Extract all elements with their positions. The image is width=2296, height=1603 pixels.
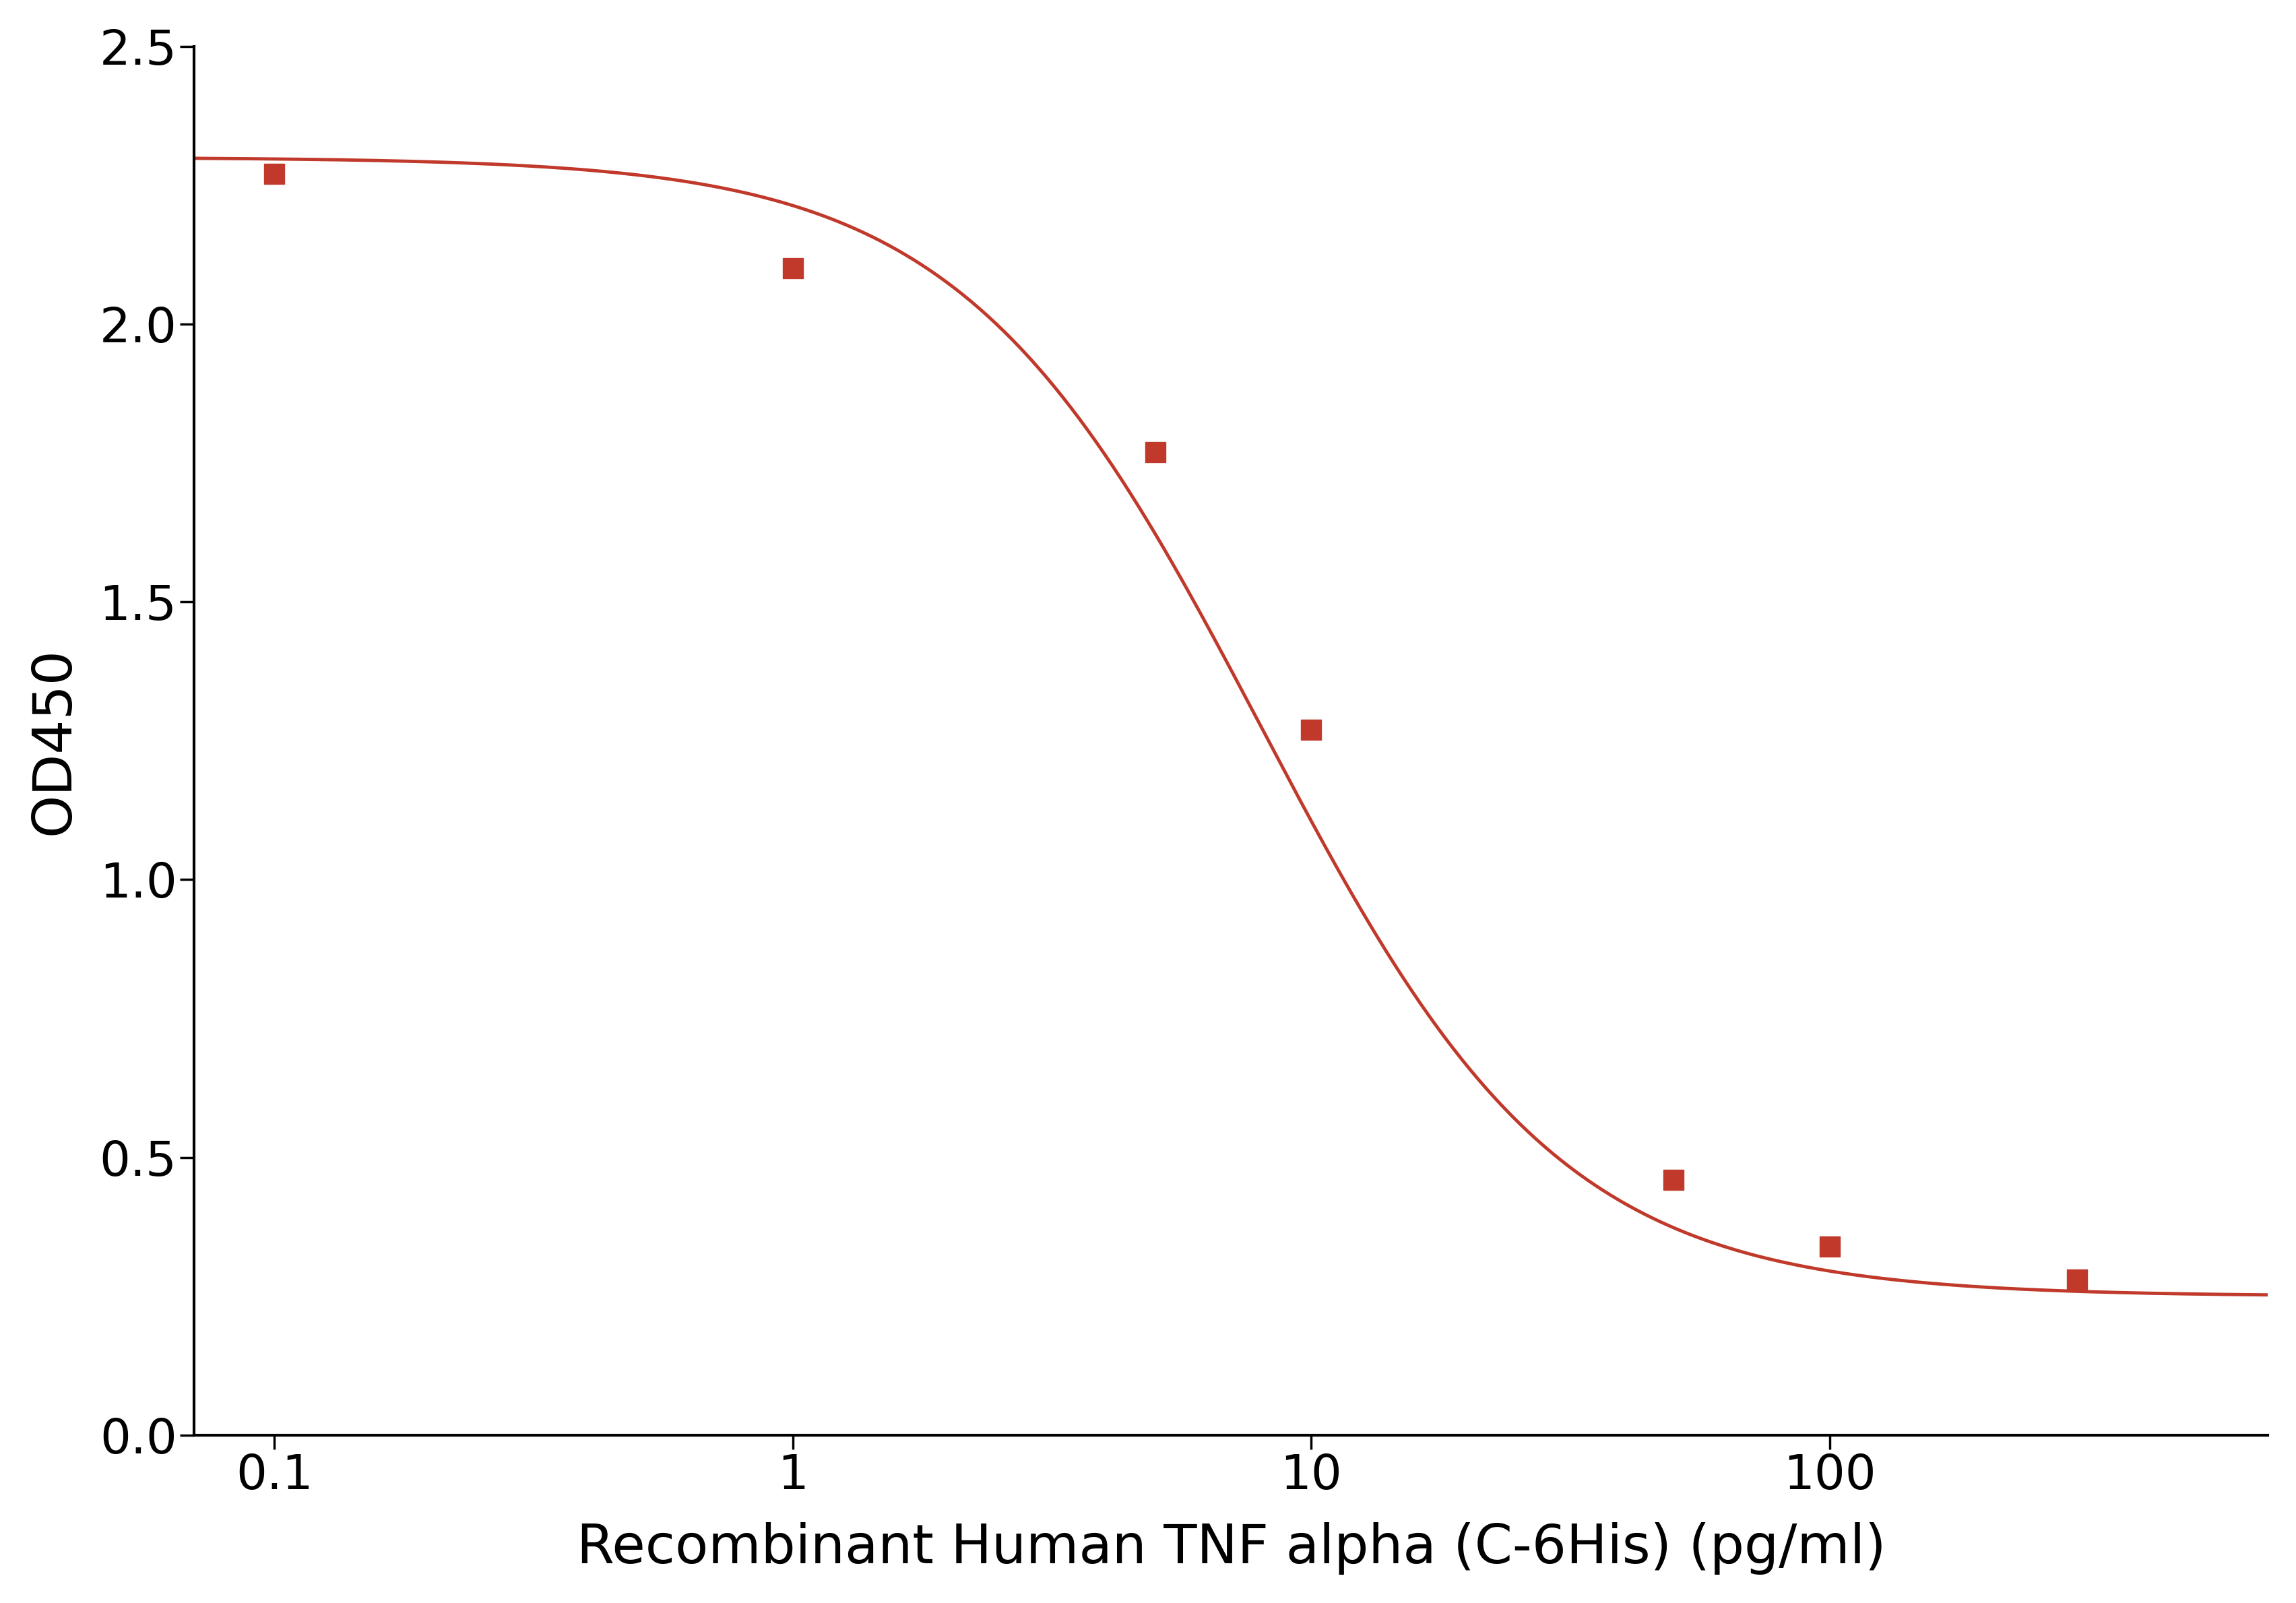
X-axis label: Recombinant Human TNF alpha (C-6His) (pg/ml): Recombinant Human TNF alpha (C-6His) (pg… <box>576 1523 1885 1574</box>
Y-axis label: OD450: OD450 <box>28 646 80 835</box>
